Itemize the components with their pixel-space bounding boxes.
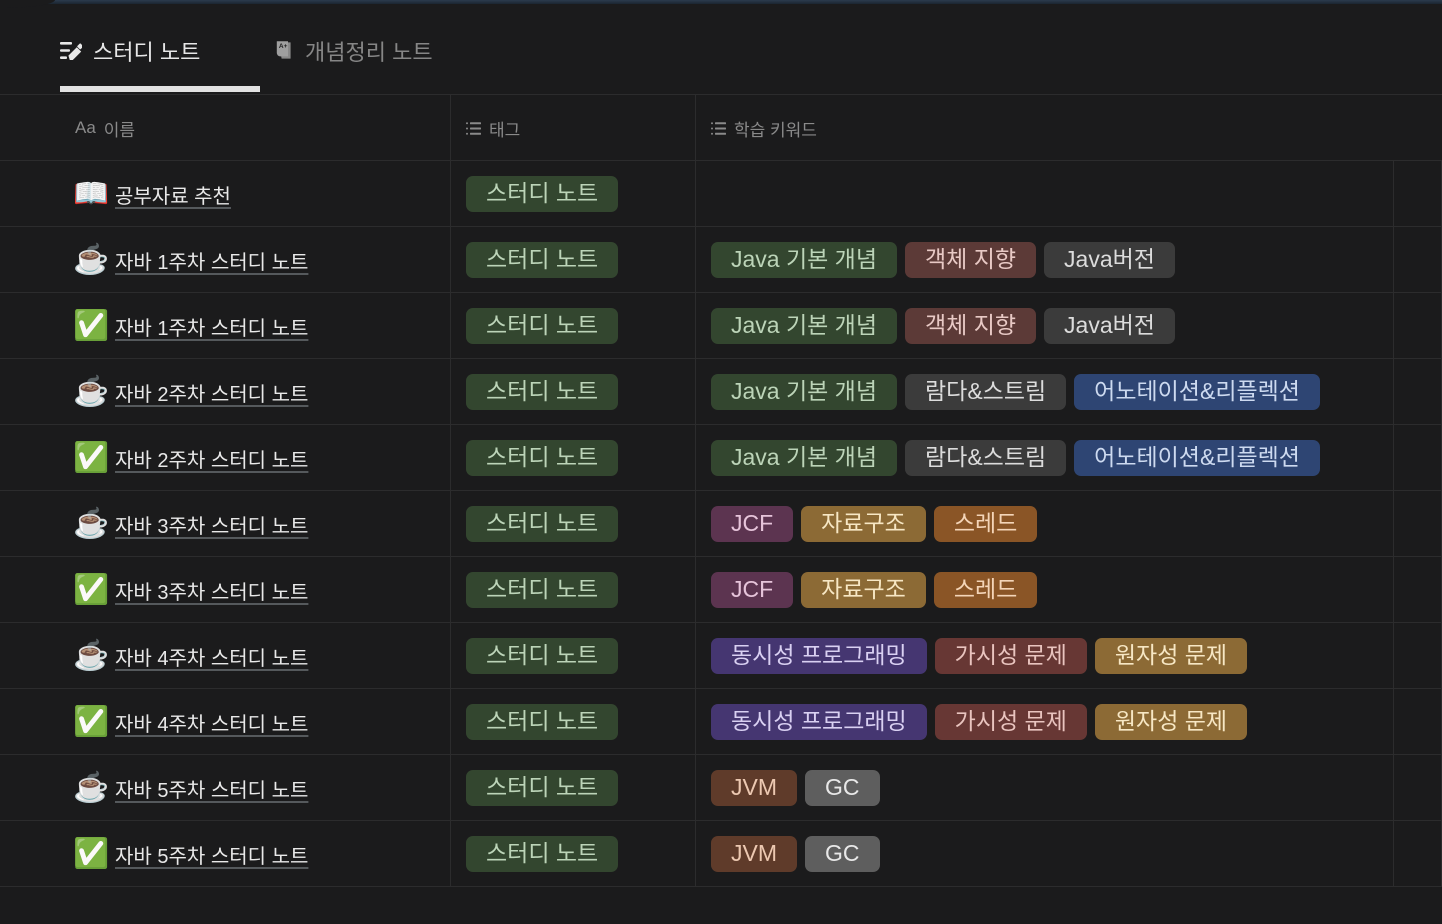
svg-text:A+: A+	[279, 43, 288, 50]
